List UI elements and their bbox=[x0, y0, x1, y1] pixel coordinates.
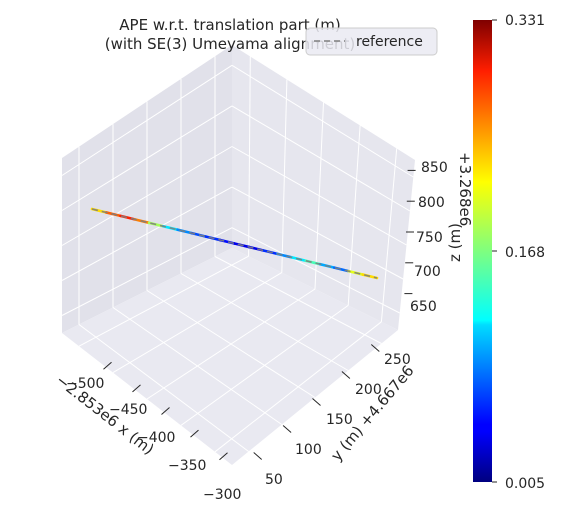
z-tick-label: 750 bbox=[416, 230, 443, 246]
pane-right bbox=[232, 45, 415, 330]
grid-line bbox=[214, 321, 382, 453]
grid-line bbox=[231, 227, 400, 314]
x-tick-mark bbox=[132, 384, 141, 393]
x-tick-mark bbox=[190, 429, 199, 438]
grid-line bbox=[78, 255, 249, 347]
grid-line bbox=[231, 105, 411, 212]
grid-line bbox=[61, 146, 233, 246]
y-tick-label: 50 bbox=[265, 472, 283, 488]
x-tick-mark bbox=[103, 361, 112, 370]
axis-tick-marks bbox=[103, 169, 416, 461]
y-tick-label: 200 bbox=[355, 382, 382, 398]
y-tick-mark bbox=[312, 398, 321, 406]
x-tick-label: −300 bbox=[203, 487, 241, 503]
z-axis-label: z (m) bbox=[446, 223, 464, 262]
y-tick-mark bbox=[370, 344, 380, 352]
x-tick-mark bbox=[219, 452, 228, 461]
colorbar-mid-label: 0.168 bbox=[505, 245, 545, 261]
grid-line bbox=[231, 146, 407, 246]
z-tick-label: 700 bbox=[414, 264, 441, 280]
pane-floor bbox=[62, 248, 398, 465]
y-tick-mark bbox=[341, 371, 351, 379]
z-axis-offset: +3.268e6 bbox=[456, 152, 474, 226]
x-tick-label: −450 bbox=[109, 402, 147, 418]
grid-line bbox=[61, 227, 233, 316]
grid-line bbox=[231, 186, 404, 280]
legend-box bbox=[305, 27, 438, 56]
grid-line bbox=[61, 105, 233, 211]
reference-line bbox=[91, 208, 378, 279]
z-tick-label: 800 bbox=[418, 195, 445, 211]
y-tick-label: 250 bbox=[384, 352, 411, 368]
grid-line bbox=[61, 64, 233, 176]
grid-line bbox=[61, 186, 233, 281]
y-tick-label: 100 bbox=[295, 442, 322, 458]
colorbar-max-label: 0.331 bbox=[505, 13, 545, 29]
chart-title: APE w.r.t. translation part (m) bbox=[119, 16, 340, 34]
colorbar-gradient bbox=[473, 20, 492, 482]
x-tick-label: −500 bbox=[66, 376, 104, 392]
y-tick-label: 150 bbox=[326, 412, 353, 428]
x-tick-label: −400 bbox=[137, 430, 175, 446]
legend: reference bbox=[305, 27, 438, 56]
colorbar-min-label: 0.005 bbox=[505, 476, 545, 492]
grid-line bbox=[112, 272, 283, 374]
colorbar: 0.331 0.168 0.005 bbox=[473, 13, 545, 492]
grid-line bbox=[231, 64, 414, 178]
x-tick-label: −350 bbox=[168, 458, 206, 474]
z-tick-label: 650 bbox=[410, 299, 437, 315]
grid-line bbox=[146, 288, 316, 400]
z-tick-label: 850 bbox=[421, 160, 448, 176]
chart-subtitle: (with SE(3) Umeyama alignment) bbox=[105, 35, 356, 53]
pane-grid bbox=[61, 56, 414, 453]
grid-line bbox=[180, 304, 349, 426]
x-tick-mark bbox=[161, 407, 170, 415]
legend-entry-reference: reference bbox=[356, 34, 423, 50]
y-tick-mark bbox=[282, 425, 292, 433]
y-tick-mark bbox=[253, 452, 263, 460]
